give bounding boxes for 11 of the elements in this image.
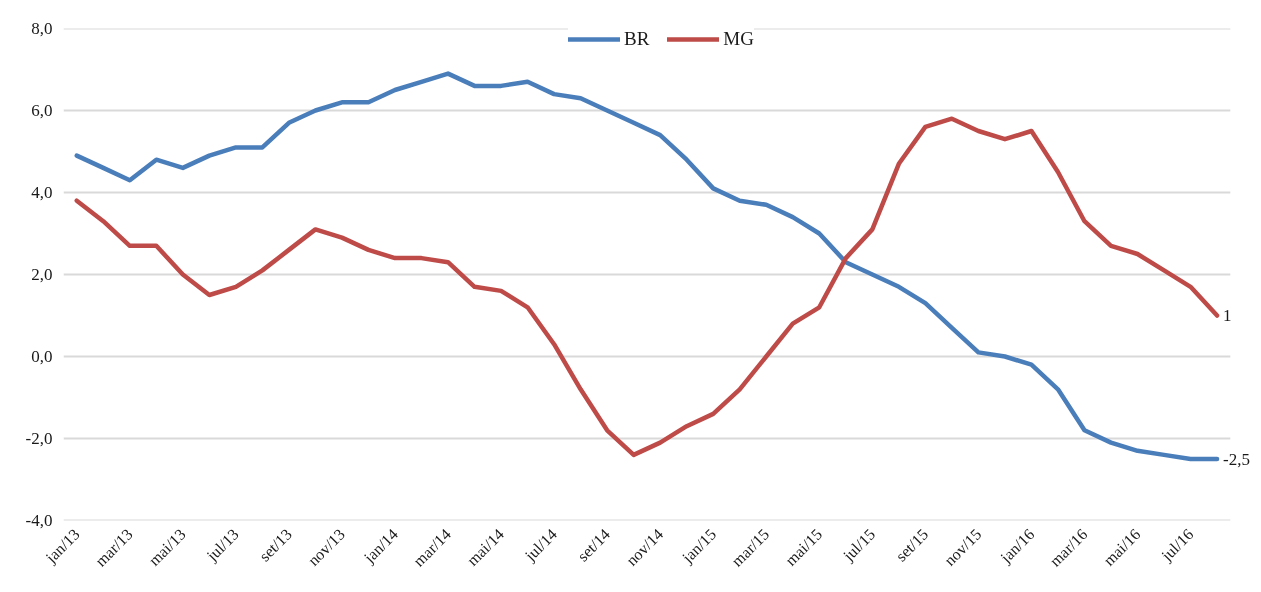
y-tick-label: -2,0	[25, 429, 53, 448]
y-tick-label: -4,0	[25, 511, 53, 530]
legend-label: MG	[723, 28, 754, 50]
legend-label: BR	[624, 28, 650, 50]
y-tick-label: 4,0	[31, 183, 53, 202]
data-label: -2,5	[1223, 449, 1250, 469]
y-tick-label: 2,0	[31, 265, 53, 284]
data-label: 1	[1223, 306, 1232, 325]
y-tick-label: 0,0	[31, 347, 53, 366]
y-tick-label: 8,0	[31, 19, 53, 38]
y-tick-label: 6,0	[31, 101, 53, 120]
